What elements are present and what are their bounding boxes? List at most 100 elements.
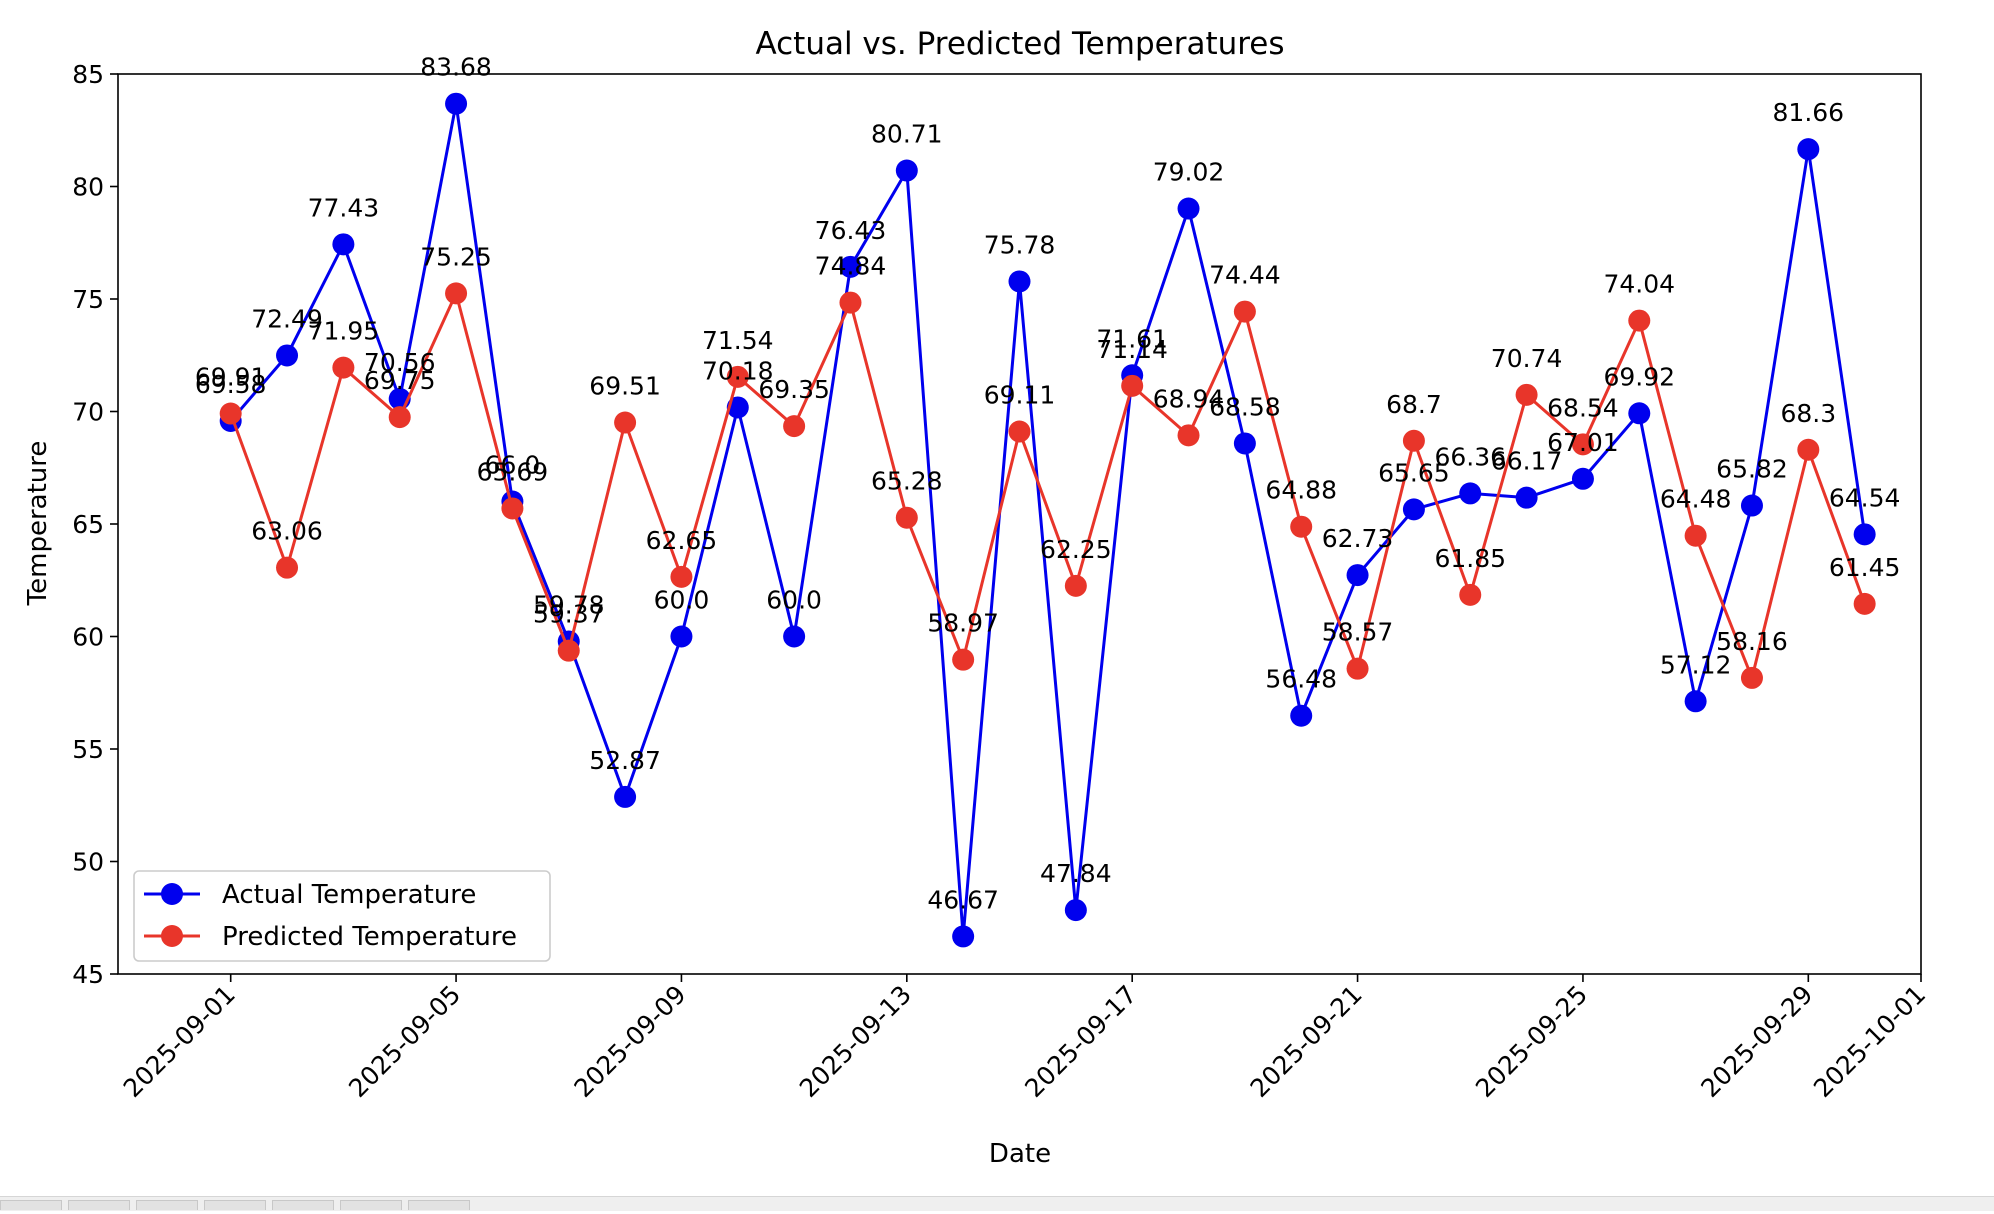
actual-point [614, 785, 637, 808]
predicted-data-label: 64.88 [1265, 476, 1337, 505]
actual-point [839, 255, 862, 278]
actual-data-label: 80.71 [871, 120, 943, 149]
predicted-data-label: 69.35 [758, 375, 830, 404]
predicted-point [952, 648, 975, 671]
predicted-data-label: 61.85 [1434, 544, 1506, 573]
actual-point [332, 233, 355, 256]
strip-tab [204, 1200, 266, 1210]
predicted-point [1121, 374, 1144, 397]
actual-data-label: 77.43 [308, 193, 380, 222]
y-tick-label: 45 [72, 960, 104, 989]
predicted-data-label: 71.95 [308, 317, 380, 346]
legend-label-actual: Actual Temperature [222, 880, 476, 910]
predicted-data-label: 71.54 [702, 326, 774, 355]
actual-data-label: 67.01 [1547, 428, 1619, 457]
actual-point [1290, 704, 1313, 727]
actual-point [1233, 432, 1256, 455]
y-tick-label: 65 [72, 510, 104, 539]
y-tick-label: 70 [72, 398, 104, 427]
chart-title: Actual vs. Predicted Temperatures [755, 26, 1284, 62]
predicted-point [1008, 420, 1031, 443]
predicted-data-label: 58.97 [927, 609, 999, 638]
actual-data-label: 56.48 [1265, 665, 1337, 694]
predicted-data-label: 75.25 [420, 242, 492, 271]
predicted-data-label: 71.14 [1096, 335, 1168, 364]
actual-data-label: 60.0 [766, 586, 822, 615]
predicted-data-label: 64.48 [1660, 485, 1732, 514]
actual-data-label: 70.18 [702, 356, 774, 385]
predicted-data-label: 61.45 [1829, 553, 1901, 582]
actual-point [445, 92, 468, 115]
predicted-point [839, 291, 862, 314]
predicted-point [557, 639, 580, 662]
actual-series [219, 92, 1876, 948]
actual-data-label: 57.12 [1660, 650, 1732, 679]
predicted-data-label: 68.94 [1153, 384, 1225, 413]
actual-data-label: 65.82 [1716, 455, 1788, 484]
actual-data-label: 65.65 [1378, 458, 1450, 487]
actual-data-label: 66.17 [1491, 447, 1563, 476]
strip-tab [0, 1200, 62, 1210]
actual-data-label: 69.58 [195, 370, 267, 399]
predicted-data-label: 68.54 [1547, 393, 1619, 422]
actual-point [1402, 498, 1425, 521]
actual-point [783, 625, 806, 648]
predicted-data-label: 68.3 [1780, 399, 1836, 428]
actual-point [1853, 523, 1876, 546]
x-tick-label: 2025-09-01 [118, 980, 241, 1103]
x-tick-label: 2025-09-09 [568, 980, 691, 1103]
x-tick-label: 2025-09-05 [343, 980, 466, 1103]
predicted-point [1402, 429, 1425, 452]
actual-data-label: 60.0 [654, 586, 710, 615]
actual-point [1684, 690, 1707, 713]
actual-point [276, 344, 299, 367]
strip-tab [408, 1200, 470, 1210]
x-axis-label: Date [989, 1139, 1051, 1169]
x-tick-label: 2025-09-25 [1470, 980, 1593, 1103]
predicted-point [332, 356, 355, 379]
predicted-data-label: 68.7 [1386, 390, 1442, 419]
actual-point [895, 159, 918, 182]
predicted-point [614, 411, 637, 434]
predicted-point [1346, 657, 1369, 680]
predicted-data-label: 65.28 [871, 467, 943, 496]
x-tick-label: 2025-09-17 [1019, 980, 1142, 1103]
legend-box [133, 870, 551, 962]
actual-point [952, 925, 975, 948]
predicted-point [445, 282, 468, 305]
actual-data-label: 66.0 [485, 451, 541, 480]
actual-data-label: 79.02 [1153, 158, 1225, 187]
predicted-point [1684, 524, 1707, 547]
predicted-data-label: 59.37 [533, 600, 605, 629]
actual-data-label: 71.61 [1096, 324, 1168, 353]
predicted-point [726, 365, 749, 388]
actual-point [1177, 197, 1200, 220]
predicted-point [1571, 433, 1594, 456]
predicted-point [1064, 574, 1087, 597]
strip-tab [340, 1200, 402, 1210]
predicted-point [783, 415, 806, 438]
y-tick-label: 50 [72, 848, 104, 877]
strip-tab [272, 1200, 334, 1210]
actual-point [1740, 494, 1763, 517]
predicted-point [388, 406, 411, 429]
predicted-data-label: 62.65 [646, 526, 718, 555]
actual-point [670, 625, 693, 648]
predicted-data-label: 69.91 [195, 363, 267, 392]
y-tick-label: 55 [72, 735, 104, 764]
y-tick-label: 60 [72, 623, 104, 652]
strip-tab [68, 1200, 130, 1210]
actual-data-label: 76.43 [815, 216, 887, 245]
actual-data-label: 62.73 [1322, 524, 1394, 553]
predicted-data-label: 69.75 [364, 366, 436, 395]
actual-point [1459, 482, 1482, 505]
plot-frame [117, 73, 1922, 975]
actual-line [229, 102, 1867, 938]
actual-data-label: 52.87 [589, 746, 661, 775]
actual-point [1571, 467, 1594, 490]
actual-point [726, 396, 749, 419]
x-tick-label: 2025-10-01 [1808, 980, 1931, 1103]
predicted-point [670, 565, 693, 588]
